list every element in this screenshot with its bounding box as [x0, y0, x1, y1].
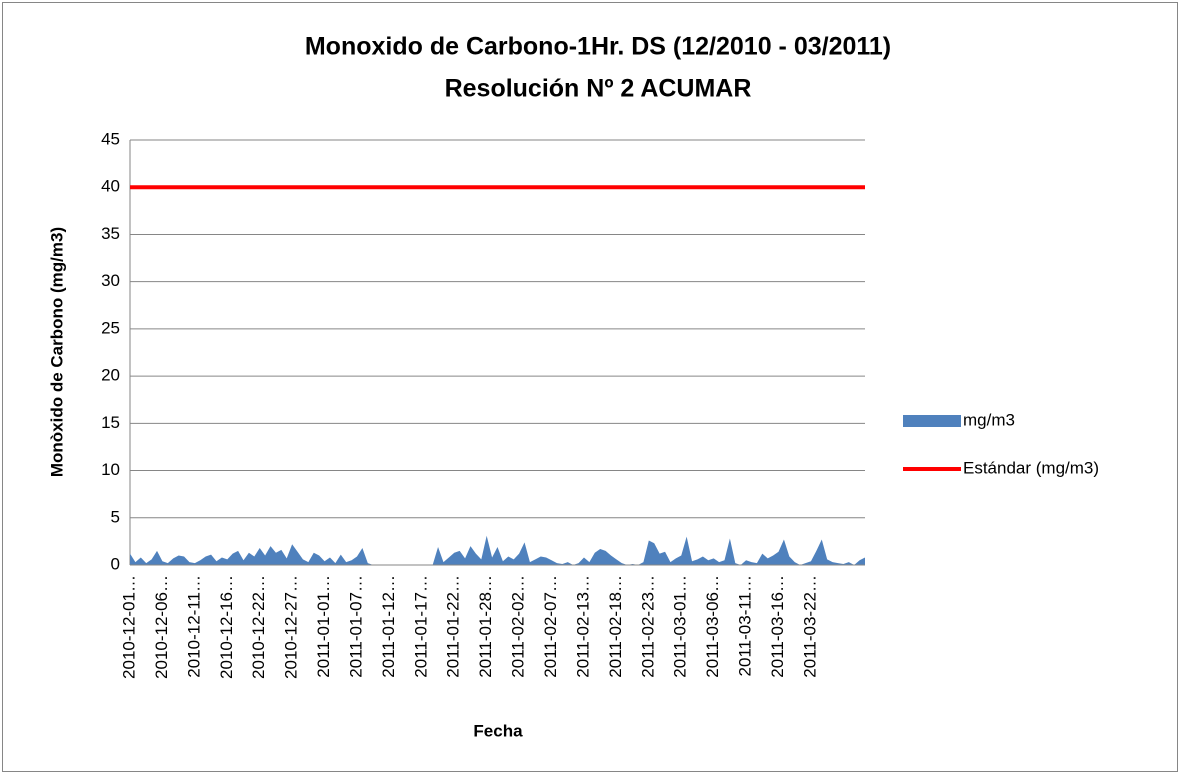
x-axis-title: Fecha	[473, 721, 523, 740]
chart-subtitle: Resolución Nº 2 ACUMAR	[445, 75, 752, 103]
x-tick-label: 2011-01-17…	[411, 575, 430, 678]
y-tick-label: 35	[101, 224, 120, 243]
x-tick-label: 2010-12-01…	[119, 575, 138, 679]
x-tick-label: 2011-03-01…	[671, 575, 690, 678]
x-tick-label: 2011-01-01…	[314, 575, 333, 678]
x-tick-label: 2010-12-27…	[282, 575, 301, 679]
x-tick-label: 2011-01-12…	[379, 575, 398, 678]
area	[130, 535, 865, 565]
y-tick-label: 45	[101, 129, 120, 148]
y-tick-label: 10	[101, 460, 120, 479]
y-axis-title: Monòxido de Carbono (mg/m3)	[47, 227, 66, 477]
x-tick-label: 2011-02-18…	[606, 575, 625, 678]
x-tick-label: 2011-01-28…	[476, 575, 495, 678]
x-tick-label: 2011-02-02…	[509, 575, 528, 678]
x-tick-label: 2011-02-13…	[573, 575, 592, 678]
x-tick-label: 2010-12-22…	[249, 575, 268, 679]
y-tick-label: 5	[111, 507, 120, 526]
legend-label: Estándar (mg/m3)	[963, 458, 1099, 477]
y-tick-label: 30	[101, 271, 120, 290]
legend-label: mg/m3	[963, 410, 1015, 429]
y-tick-label: 40	[101, 177, 120, 196]
x-tick-label: 2010-12-16…	[217, 575, 236, 679]
x-tick-label: 2011-02-07…	[541, 575, 560, 678]
y-tick-label: 25	[101, 318, 120, 337]
y-tick-label: 15	[101, 413, 120, 432]
legend-swatch	[903, 415, 961, 427]
x-tick-label: 2011-03-22…	[800, 575, 819, 678]
x-tick-label: 2011-03-06…	[703, 575, 722, 678]
x-tick-label: 2010-12-11…	[184, 575, 203, 678]
x-tick-label: 2011-03-11…	[736, 575, 755, 676]
x-tick-label: 2011-02-23…	[638, 575, 657, 678]
x-tick-label: 2011-01-07…	[346, 575, 365, 678]
y-tick-label: 20	[101, 366, 120, 385]
y-tick-label: 0	[111, 554, 120, 573]
x-tick-label: 2010-12-06…	[152, 575, 171, 679]
x-tick-label: 2011-01-22…	[444, 575, 463, 678]
x-tick-label: 2011-03-16…	[768, 575, 787, 678]
chart-title: Monoxido de Carbono-1Hr. DS (12/2010 - 0…	[305, 33, 891, 61]
